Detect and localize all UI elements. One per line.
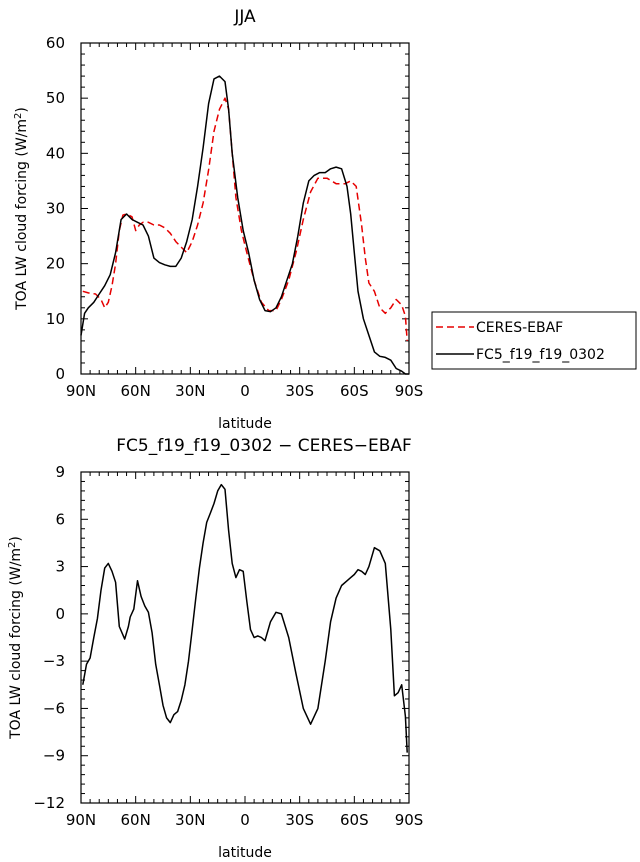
y-tick-label: 0 [55, 605, 65, 623]
x-tick-label: 30N [175, 382, 205, 400]
y-tick-label: 3 [55, 558, 65, 576]
y-tick-label: −3 [43, 652, 65, 670]
x-tick-label: 30S [285, 382, 314, 400]
series-line-difference [82, 483, 408, 753]
y-tick-label: 0 [55, 365, 65, 383]
chart-title: JJA [233, 7, 256, 27]
x-tick-label: 90S [395, 811, 424, 829]
y-tick-label: −9 [43, 747, 65, 765]
y-tick-label: 30 [46, 200, 65, 218]
x-tick-label: 30S [285, 811, 314, 829]
y-tick-label: −12 [33, 794, 65, 812]
plot-frame [80, 471, 410, 804]
x-tick-label: 60N [121, 811, 151, 829]
y-tick-label: 50 [46, 89, 65, 107]
legend: CERES-EBAF FC5_f19_f19_0302 [431, 311, 637, 370]
series-lines [80, 75, 409, 375]
y-tick-label: 9 [55, 463, 65, 481]
x-tick-label: 60S [340, 382, 369, 400]
x-tick-label: 60N [121, 382, 151, 400]
y-tick-label: 60 [46, 34, 65, 52]
x-axis-label: latitude [218, 845, 272, 861]
y-axis-label: TOA LW cloud forcing (W/m2) [13, 107, 30, 311]
x-tick-label: 0 [240, 382, 250, 400]
y-tick-label: 10 [46, 310, 65, 328]
chart-title: FC5_f19_f19_0302 − CERES−EBAF [116, 436, 412, 456]
x-tick-label: 0 [240, 811, 250, 829]
x-tick-label: 90N [66, 382, 96, 400]
axis-ticks: 90N 60N 30N 0 30S 60S 90S 0 10 20 30 40 50 60 [46, 34, 423, 400]
series-line-fc5-f19-f19-0302 [80, 75, 409, 375]
bottom-panel: FC5_f19_f19_0302 − CERES−EBAF latitude T… [7, 436, 423, 861]
y-tick-label: 40 [46, 144, 65, 162]
x-tick-label: 90N [66, 811, 96, 829]
y-tick-label: −6 [43, 699, 65, 717]
series-lines [82, 483, 408, 753]
x-tick-label: 90S [395, 382, 424, 400]
y-axis-label: TOA LW cloud forcing (W/m2) [7, 536, 24, 740]
x-tick-label: 60S [340, 811, 369, 829]
axis-ticks: 90N 60N 30N 0 30S 60S 90S −12 −9 −6 −3 0 3 6 9 [33, 463, 423, 829]
x-axis-label: latitude [218, 416, 272, 432]
plot-frame [80, 42, 410, 375]
legend-label-fc5: FC5_f19_f19_0302 [476, 347, 605, 363]
legend-box [431, 311, 637, 370]
y-tick-label: 20 [46, 255, 65, 273]
x-tick-label: 30N [175, 811, 205, 829]
y-tick-label: 6 [55, 510, 65, 528]
legend-label-ceres: CERES-EBAF [476, 320, 563, 336]
top-panel: JJA latitude TOA LW cloud forcing (W/m2)… [13, 7, 423, 432]
